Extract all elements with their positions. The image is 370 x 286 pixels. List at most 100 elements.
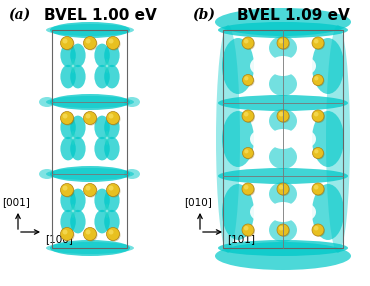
Circle shape <box>313 74 323 86</box>
Circle shape <box>277 37 289 49</box>
Ellipse shape <box>218 240 348 256</box>
Circle shape <box>244 185 249 190</box>
Ellipse shape <box>108 112 121 126</box>
Text: BVEL 1.09 eV: BVEL 1.09 eV <box>237 8 349 23</box>
Circle shape <box>314 185 319 190</box>
Ellipse shape <box>269 109 297 133</box>
Circle shape <box>85 186 91 190</box>
Ellipse shape <box>269 202 297 222</box>
Circle shape <box>314 39 319 43</box>
Ellipse shape <box>60 65 76 88</box>
Ellipse shape <box>84 184 98 198</box>
Ellipse shape <box>61 37 74 51</box>
Circle shape <box>63 39 67 43</box>
Ellipse shape <box>269 145 297 169</box>
Ellipse shape <box>312 38 344 94</box>
Ellipse shape <box>215 8 351 36</box>
Ellipse shape <box>39 169 55 179</box>
Circle shape <box>279 226 283 231</box>
Text: [010]: [010] <box>184 197 212 207</box>
Ellipse shape <box>104 65 120 88</box>
Ellipse shape <box>70 131 75 145</box>
Ellipse shape <box>313 225 325 237</box>
Ellipse shape <box>46 242 134 254</box>
Ellipse shape <box>94 210 110 233</box>
Circle shape <box>242 148 253 158</box>
Circle shape <box>312 110 324 122</box>
Text: [100]: [100] <box>45 234 73 244</box>
Ellipse shape <box>50 240 130 256</box>
Circle shape <box>314 112 319 116</box>
Ellipse shape <box>250 130 272 148</box>
Circle shape <box>244 112 249 116</box>
Circle shape <box>107 184 120 196</box>
Circle shape <box>279 185 283 190</box>
Circle shape <box>313 148 323 158</box>
Circle shape <box>108 114 114 118</box>
Ellipse shape <box>60 43 76 67</box>
Circle shape <box>108 186 114 190</box>
Circle shape <box>84 184 97 196</box>
Circle shape <box>84 37 97 49</box>
Ellipse shape <box>278 184 290 196</box>
Ellipse shape <box>104 116 120 139</box>
Circle shape <box>277 183 289 195</box>
Circle shape <box>312 183 324 195</box>
Ellipse shape <box>60 188 76 212</box>
Ellipse shape <box>61 184 74 198</box>
Ellipse shape <box>218 95 348 111</box>
Ellipse shape <box>84 229 98 241</box>
Ellipse shape <box>70 43 85 67</box>
Ellipse shape <box>218 168 348 184</box>
Ellipse shape <box>269 218 297 242</box>
Ellipse shape <box>313 184 325 196</box>
Ellipse shape <box>243 76 255 86</box>
Ellipse shape <box>70 59 75 73</box>
Ellipse shape <box>269 36 297 60</box>
Ellipse shape <box>312 184 344 240</box>
Ellipse shape <box>84 112 98 126</box>
Circle shape <box>84 112 97 124</box>
Ellipse shape <box>215 242 351 270</box>
Circle shape <box>61 37 74 49</box>
Text: BVEL 1.00 eV: BVEL 1.00 eV <box>44 8 157 23</box>
Ellipse shape <box>294 203 316 221</box>
Ellipse shape <box>60 116 76 139</box>
Ellipse shape <box>108 229 121 241</box>
Ellipse shape <box>70 116 85 139</box>
Ellipse shape <box>313 111 325 123</box>
Ellipse shape <box>94 137 110 160</box>
Circle shape <box>107 112 120 124</box>
Ellipse shape <box>250 57 272 75</box>
Text: [101]: [101] <box>227 234 255 244</box>
Circle shape <box>85 39 91 43</box>
Circle shape <box>279 39 283 43</box>
Ellipse shape <box>278 111 290 123</box>
Ellipse shape <box>104 137 120 160</box>
Ellipse shape <box>108 184 121 198</box>
Ellipse shape <box>278 38 290 50</box>
Ellipse shape <box>243 184 255 196</box>
Text: [001]: [001] <box>2 197 30 207</box>
Circle shape <box>61 227 74 241</box>
Circle shape <box>63 114 67 118</box>
Circle shape <box>314 76 319 80</box>
Ellipse shape <box>46 168 134 180</box>
Ellipse shape <box>70 65 85 88</box>
Ellipse shape <box>70 137 85 160</box>
Circle shape <box>63 186 67 190</box>
Ellipse shape <box>104 204 110 218</box>
Circle shape <box>85 230 91 235</box>
Bar <box>52 30 127 248</box>
Ellipse shape <box>104 188 120 212</box>
Circle shape <box>107 227 120 241</box>
Ellipse shape <box>104 131 110 145</box>
Circle shape <box>242 74 253 86</box>
Ellipse shape <box>94 65 110 88</box>
Ellipse shape <box>243 111 255 123</box>
Circle shape <box>242 224 254 236</box>
Bar <box>223 30 343 248</box>
Circle shape <box>277 224 289 236</box>
Ellipse shape <box>46 96 134 108</box>
Ellipse shape <box>39 97 55 107</box>
